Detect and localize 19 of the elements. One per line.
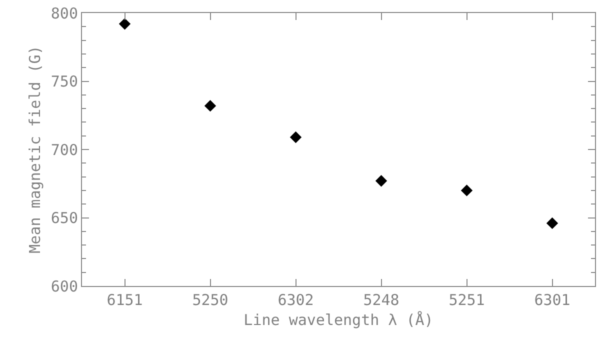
- x-tick-label: 6151: [106, 291, 143, 309]
- y-tick-label: 800: [50, 4, 78, 22]
- point: [546, 217, 558, 230]
- y-tick-label: 700: [50, 140, 78, 159]
- point: [118, 18, 131, 30]
- point: [290, 131, 302, 144]
- x-tick-label: 6302: [278, 291, 314, 309]
- x-axis-title: Line wavelength λ (Å): [244, 311, 434, 329]
- x-tick-label: 6301: [534, 291, 570, 309]
- y-tick-label: 650: [50, 209, 78, 227]
- y-axis-title: Mean magnetic field (G): [26, 46, 44, 254]
- point: [375, 175, 388, 187]
- y-tick-label: 600: [50, 277, 78, 296]
- x-tick-label: 5250: [192, 291, 228, 309]
- x-tick-label: 5251: [448, 291, 485, 309]
- point: [460, 184, 473, 196]
- point: [204, 100, 216, 112]
- y-tick-label: 750: [50, 72, 78, 90]
- x-tick-label: 5248: [363, 291, 400, 309]
